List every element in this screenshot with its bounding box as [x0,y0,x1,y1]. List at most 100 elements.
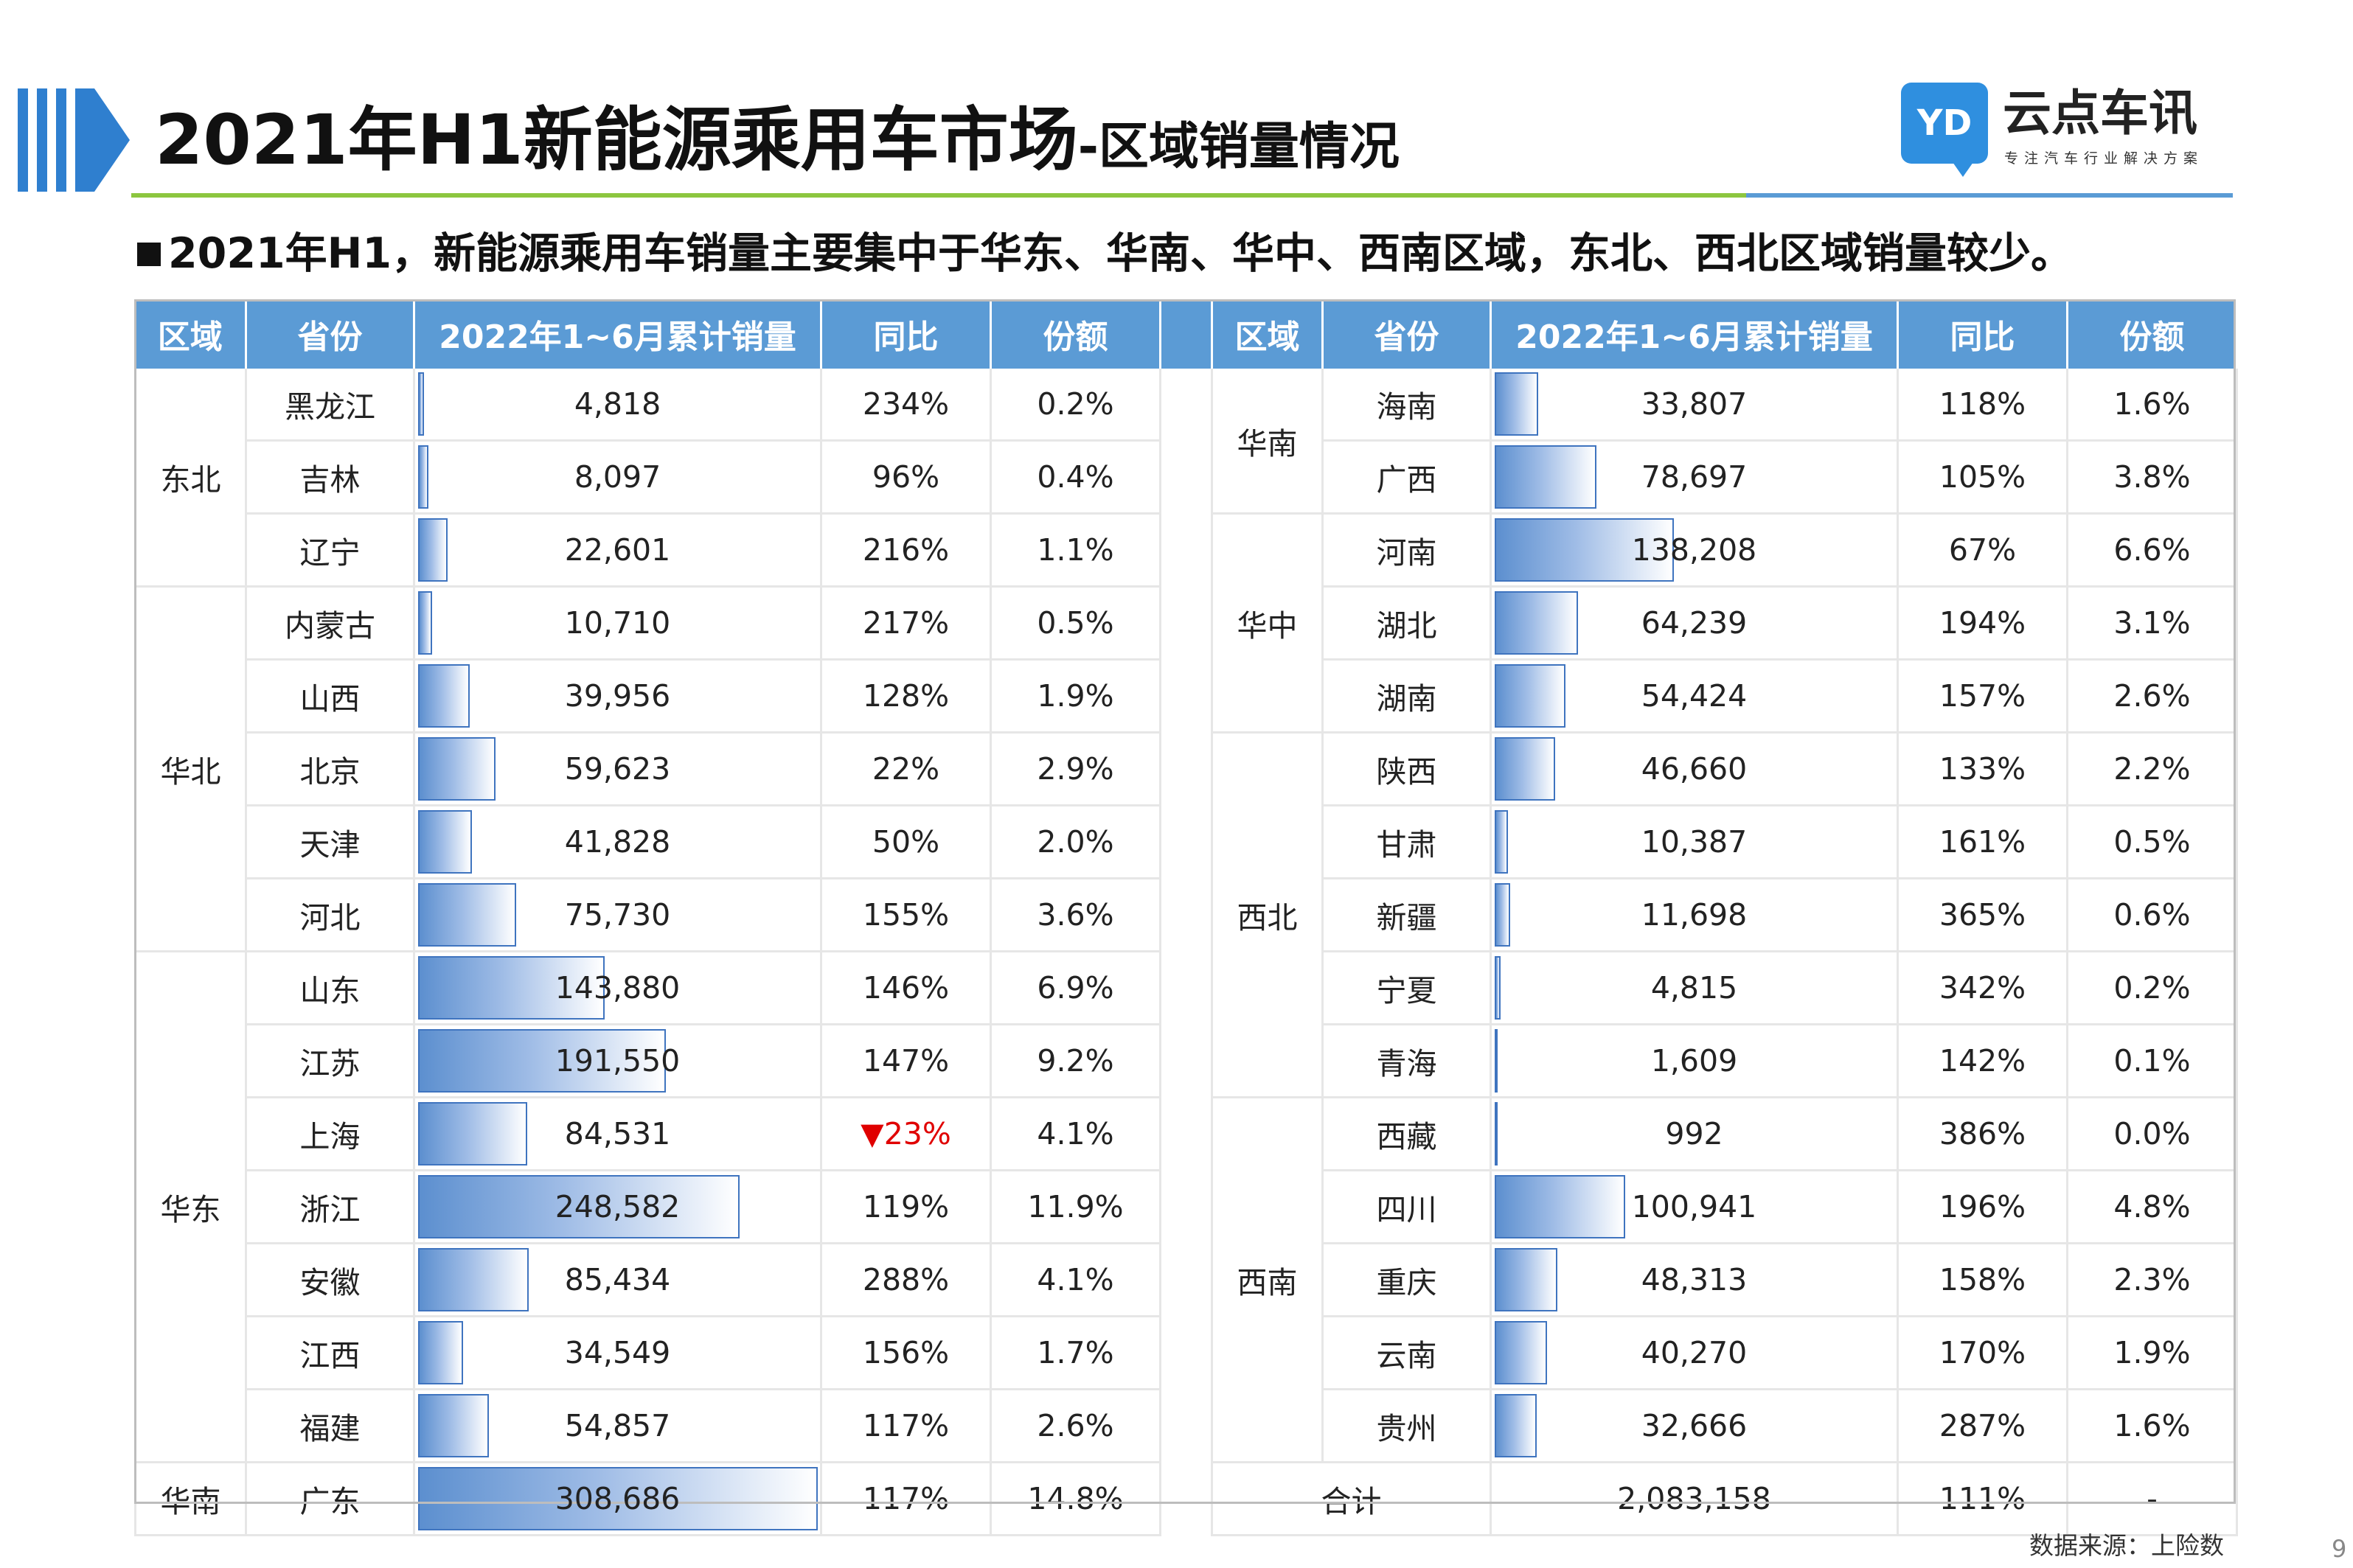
table-row: 上海 84,531 ▼23% 4.1% 西南 西藏 992 386% 0.0% [136,1097,2238,1463]
region-cell: 华南 [134,1462,247,1536]
sales-bar [418,1248,529,1311]
region-cell: 华南 [1212,369,1324,515]
sales-bar-cell: 64,239 [1490,586,1899,661]
sales-bar-cell: 308,686 [414,1462,822,1536]
table-row: 山西 39,956 128% 1.9% 湖南 54,424 157% 2.6% [136,659,2238,734]
province-cell: 云南 [1322,1316,1492,1390]
header-region-left: 区域 [135,299,247,369]
province-cell: 北京 [246,732,415,806]
province-cell: 山东 [246,951,415,1025]
page-number: 9 [2332,1535,2347,1563]
share-cell: 1.9% [2067,1316,2238,1390]
sales-bar-cell: 1,609 [1490,1024,1899,1098]
yoy-cell: 217% [821,586,992,661]
yoy-cell: 157% [1897,659,2068,734]
logo-name: 云点车讯 [2003,85,2197,142]
sales-bar-cell: 84,531 [414,1097,822,1171]
decrease-arrow-icon: ▼ [861,1116,884,1151]
sales-bar-cell: 4,818 [414,369,822,442]
logo-tagline: 专注汽车行业解决方案 [2004,150,2204,167]
yoy-cell: 234% [821,369,992,442]
sales-bar-cell: 32,666 [1490,1389,1899,1463]
regional-sales-table: 区域 省份 2022年1~6月累计销量 同比 份额 区域 省份 2022年1~6… [134,299,2238,1536]
province-cell: 广西 [1322,440,1492,515]
yoy-cell: 117% [821,1462,992,1536]
sales-bar [418,1029,666,1093]
province-cell: 河北 [246,878,415,952]
yoy-cell: 119% [821,1170,992,1244]
sales-bar [418,1467,818,1530]
header-province-left: 省份 [246,299,415,369]
yoy-cell: 142% [1897,1024,2068,1098]
yoy-cell: 170% [1897,1316,2068,1390]
sales-bar [1495,664,1565,728]
province-cell: 湖北 [1322,586,1492,661]
sales-bar-cell: 41,828 [414,805,822,879]
share-cell: 4.1% [990,1243,1161,1317]
table-row: 浙江 248,582 119% 11.9% 四川 100,941 196% 4.… [136,1170,2238,1244]
yoy-cell: 196% [1897,1170,2068,1244]
province-cell: 福建 [246,1389,415,1463]
province-cell: 江西 [246,1316,415,1390]
total-share: - [2067,1462,2238,1536]
sales-bar-cell: 992 [1490,1097,1899,1171]
total-label: 合计 [1212,1462,1492,1536]
yoy-cell: 22% [821,732,992,806]
sales-bar-cell: 100,941 [1490,1170,1899,1244]
sales-bar [1495,1175,1625,1238]
province-cell: 西藏 [1322,1097,1492,1171]
table-row: 北京 59,623 22% 2.9% 西北 陕西 46,660 133% 2.2… [136,732,2238,1098]
sales-bar-cell: 4,815 [1490,951,1899,1025]
yoy-cell: 96% [821,440,992,515]
sales-bar-cell: 40,270 [1490,1316,1899,1390]
yoy-cell: 287% [1897,1389,2068,1463]
bullet-square-icon [137,243,161,266]
header-sales-left: 2022年1~6月累计销量 [414,299,822,369]
yoy-cell: 50% [821,805,992,879]
sales-bar [418,1394,489,1457]
yoy-cell: 161% [1897,805,2068,879]
table-row: 吉林 8,097 96% 0.4% 广西 78,697 105% 3.8% [136,440,2238,515]
yoy-cell: 105% [1897,440,2068,515]
sales-bar-cell: 54,857 [414,1389,822,1463]
sales-bar [1495,445,1596,509]
yoy-cell: 128% [821,659,992,734]
share-cell: 1.6% [2067,369,2238,442]
yoy-cell: 386% [1897,1097,2068,1171]
title-underline-blue [1746,193,2233,198]
header-gap [1160,299,1213,369]
page-title: 2021年H1新能源乘用车市场-区域销量情况 [155,100,1400,181]
share-cell: 0.1% [2067,1024,2238,1098]
header-province-right: 省份 [1322,299,1492,369]
province-cell: 海南 [1322,369,1492,442]
yoy-cell: ▼23% [821,1097,992,1171]
sales-bar [1495,810,1508,874]
sales-bar-cell: 248,582 [414,1170,822,1244]
yoy-cell: 158% [1897,1243,2068,1317]
sales-bar-cell: 22,601 [414,513,822,588]
sales-bar-cell: 11,698 [1490,878,1899,952]
province-cell: 山西 [246,659,415,734]
share-cell: 2.2% [2067,732,2238,806]
table-row: 江苏 191,550 147% 9.2% 青海 1,609 142% 0.1% [136,1024,2238,1098]
share-cell: 0.6% [2067,878,2238,952]
region-cell: 华北 [134,586,247,952]
sales-bar [1495,956,1501,1020]
header-sales-right: 2022年1~6月累计销量 [1490,299,1899,369]
table-row: 河北 75,730 155% 3.6% 新疆 11,698 365% 0.6% [136,878,2238,952]
yoy-cell: 67% [1897,513,2068,588]
header-share-left: 份额 [990,299,1161,369]
yoy-cell: 146% [821,951,992,1025]
sales-bar-cell: 85,434 [414,1243,822,1317]
table-header-row: 区域 省份 2022年1~6月累计销量 同比 份额 区域 省份 2022年1~6… [135,299,2238,369]
share-cell: 0.4% [990,440,1161,515]
sales-bar-cell: 191,550 [414,1024,822,1098]
yoy-cell: 194% [1897,586,2068,661]
share-cell: 9.2% [990,1024,1161,1098]
region-cell: 东北 [134,369,247,588]
share-cell: 11.9% [990,1170,1161,1244]
sales-bar [418,518,448,582]
sales-bar [418,883,516,947]
header-share-right: 份额 [2067,299,2238,369]
logo-badge-icon: YD [1901,83,1988,177]
